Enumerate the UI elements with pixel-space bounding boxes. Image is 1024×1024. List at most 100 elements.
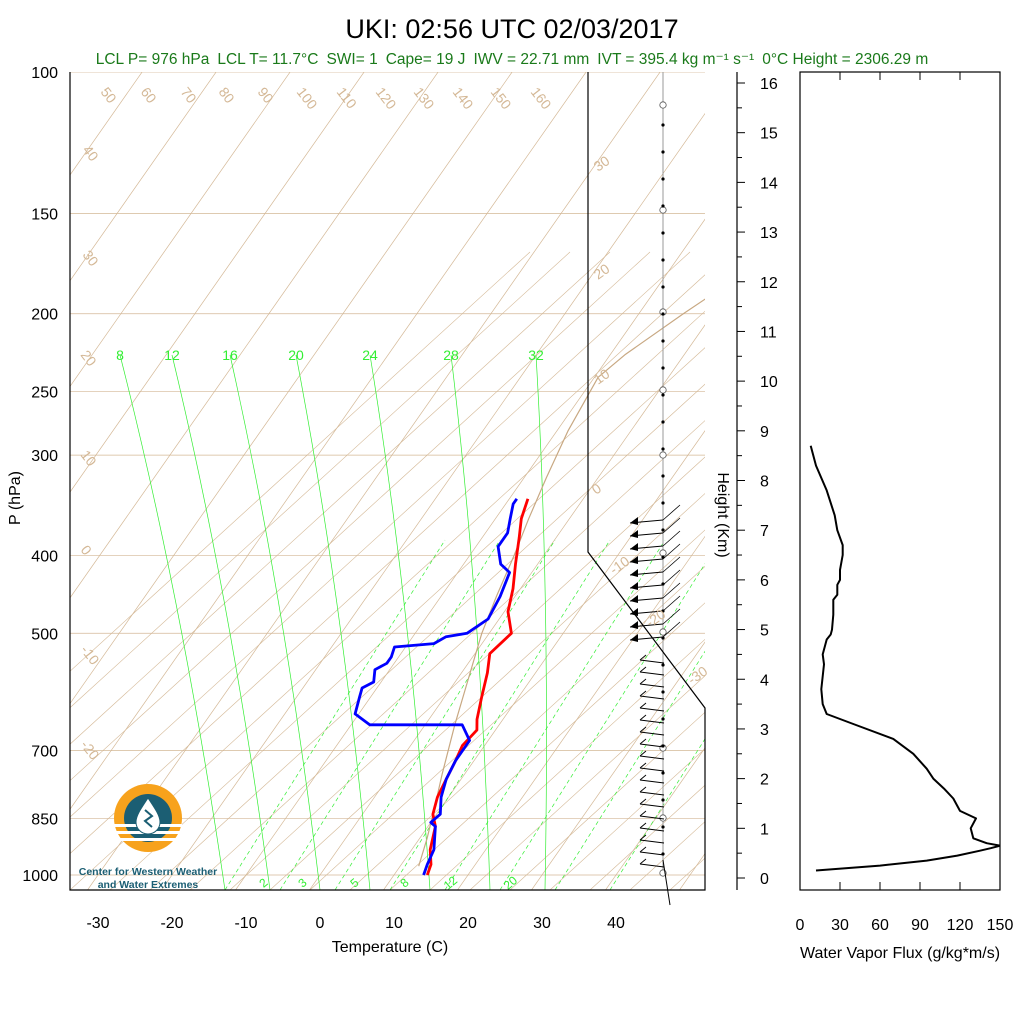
wind-dot: [661, 771, 665, 775]
dry-adiabat-line: [549, 748, 705, 890]
dry-adiabat-line: [469, 675, 705, 890]
isotherm-label: 40: [80, 142, 102, 164]
mixing-ratio-line: [171, 354, 271, 890]
dry-adiabat-line: [389, 602, 705, 890]
wind-barb-shaft: [639, 779, 665, 784]
isotherm-line: [87, 72, 661, 890]
mixing-ratio-label-top: 24: [362, 347, 378, 363]
wind-barb-tick: [639, 786, 647, 793]
isotherm-label: 30: [80, 247, 102, 269]
dry-adiabat-line: [70, 251, 651, 782]
mixing-ratio-line: [369, 354, 431, 890]
adiabat-label: 0: [589, 480, 605, 498]
subtitle-freezing: 0°C Height = 2306.29 m: [762, 51, 928, 68]
dry-adiabat-line: [710, 252, 1024, 890]
adiabat-label: -10: [607, 553, 633, 578]
dry-adiabat-line: [950, 252, 1024, 890]
wind-barb-tick: [662, 608, 681, 625]
mixing-ratio-label-top: 32: [528, 347, 544, 363]
subtitle-ivt: IVT = 395.4 kg m⁻¹ s⁻¹: [597, 51, 754, 68]
mixing-ratio-label-top: 8: [116, 347, 124, 363]
wind-barb-shaft: [639, 863, 665, 868]
wind-barb-flag: [630, 530, 638, 538]
subtitle-iwv: IWV = 22.71 mm: [473, 51, 589, 68]
dewpoint-line: [353, 497, 518, 876]
wind-barb-tick: [639, 762, 647, 769]
wind-barb-tick: [662, 621, 681, 638]
wind-barb-shaft: [639, 755, 665, 760]
wind-dot: [661, 825, 665, 829]
wind-barb-flag: [630, 569, 638, 577]
wind-dot: [661, 393, 665, 397]
height-tick-label: 11: [760, 324, 777, 341]
wind-barb-tick: [639, 858, 647, 865]
wind-barb-shaft: [639, 731, 665, 736]
dry-adiabat-line: [509, 711, 705, 890]
saturation-dashed-line: [444, 539, 666, 890]
mixing-ratio-line: [295, 354, 371, 890]
mixing-ratio-label-top: 20: [288, 347, 304, 363]
wind-barb-tick: [639, 714, 647, 721]
dry-adiabat-line: [910, 252, 1024, 890]
dry-adiabat-line: [149, 383, 705, 890]
saturation-dashed-line: [389, 539, 611, 890]
wind-barb-shaft: [639, 743, 665, 748]
isotherm-label: 150: [488, 84, 515, 112]
isotherm-label: -10: [78, 642, 103, 668]
x-axis-label: Temperature (C): [332, 939, 448, 956]
isotherm-label: 80: [216, 84, 238, 106]
temperature-tick-label: 0: [316, 915, 325, 932]
wind-barb-tick: [639, 666, 647, 673]
dry-adiabat-line: [429, 638, 705, 890]
dry-adiabat-line: [70, 274, 705, 854]
temperature-tick-label: -30: [86, 915, 109, 932]
height-tick-label: 8: [760, 474, 769, 491]
pressure-tick-label: 1000: [22, 868, 58, 885]
chart-subtitle: LCL P= 976 hPa LCL T= 11.7°C SWI= 1 Cape= 1…: [96, 51, 929, 68]
isotherm-line: [531, 641, 705, 890]
mixing-ratio-line: [119, 354, 226, 890]
wind-barb-tick: [662, 543, 681, 560]
temperature-tick-label: 40: [607, 915, 625, 932]
wind-dot: [661, 231, 665, 235]
mixing-ratio-label-top: 12: [164, 347, 180, 363]
isotherm-label: 110: [334, 84, 360, 112]
height-tick-label: 0: [760, 871, 769, 888]
wind-barb-shaft: [639, 767, 665, 772]
isotherm-label: 20: [78, 347, 100, 369]
flux-tick-label: 60: [871, 917, 889, 934]
height-tick-label: 10: [760, 374, 778, 391]
wind-dot: [661, 285, 665, 289]
wind-dot: [661, 150, 665, 154]
pressure-tick-label: 150: [31, 206, 58, 223]
y-axis-label: P (hPa): [7, 471, 24, 525]
wind-dot: [661, 204, 665, 208]
isotherm-line: [70, 72, 291, 388]
wind-dot: [661, 447, 665, 451]
height-tick-label: 14: [760, 175, 778, 192]
wind-barb-tick: [662, 517, 681, 534]
dry-adiabat-line: [309, 529, 705, 890]
subtitle-lcl-t: LCL T= 11.7°C: [217, 51, 318, 68]
flux-tick-label: 150: [987, 917, 1014, 934]
wind-barb-shaft: [639, 683, 665, 688]
wind-dot: [661, 501, 665, 505]
saturation-dashed-line: [334, 539, 556, 890]
wind-barb-shaft: [639, 803, 665, 808]
pressure-tick-label: 250: [31, 385, 58, 402]
height-tick-label: 15: [760, 126, 778, 143]
saturation-dashed-line: [279, 539, 501, 890]
dry-adiabat-line: [790, 252, 1024, 890]
dry-adiabat-line: [189, 420, 705, 890]
water-drop-icon: [135, 797, 161, 835]
calm-wind-circle: [659, 814, 667, 822]
isotherm-label: 90: [255, 84, 277, 106]
wind-barb-tick: [639, 822, 647, 829]
wind-barb-tick: [639, 690, 647, 697]
wind-barb-flag: [630, 608, 638, 616]
wind-barb-flag: [630, 543, 638, 551]
wind-barb-flag: [630, 556, 638, 564]
wind-barb-tick: [662, 595, 681, 612]
height-tick-label: 5: [760, 623, 769, 640]
